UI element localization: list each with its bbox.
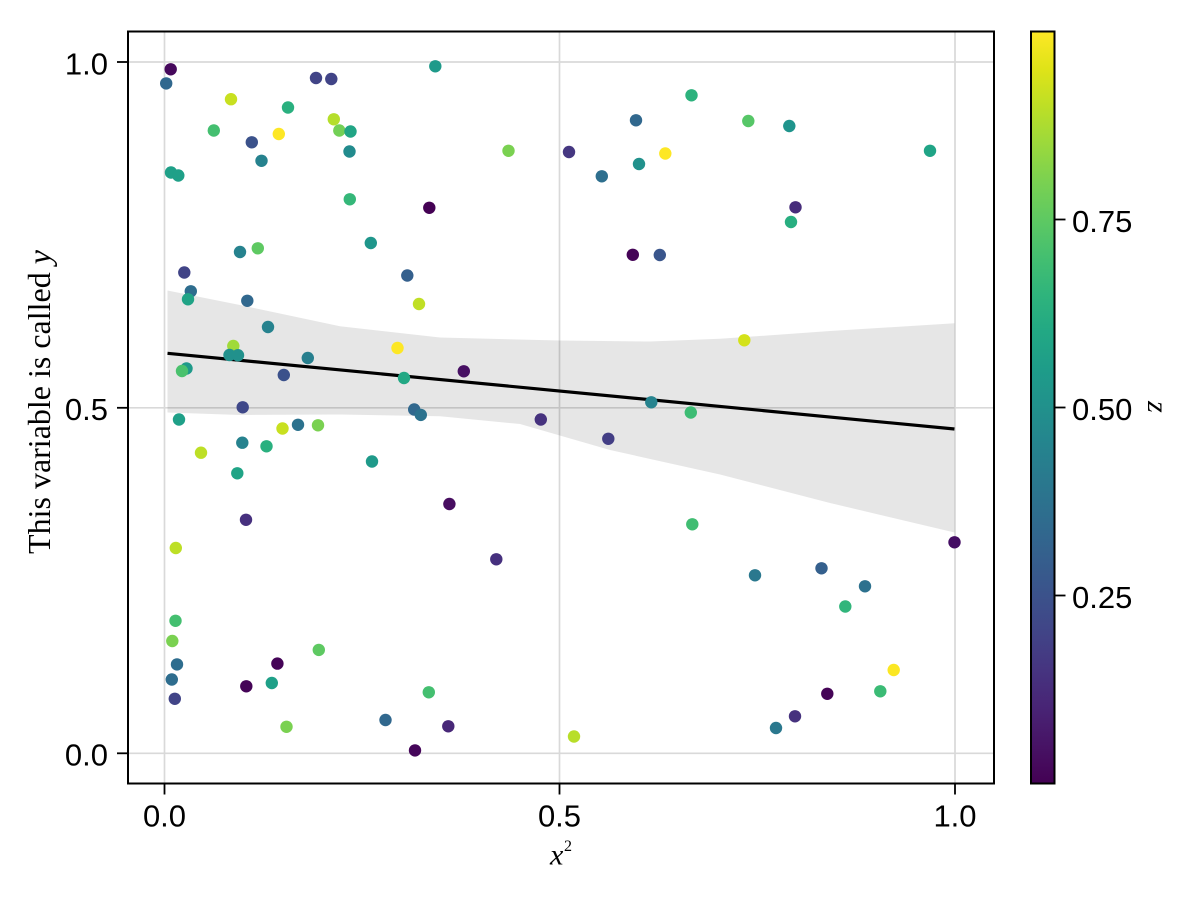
svg-text:1.0: 1.0: [65, 46, 108, 81]
svg-text:0.5: 0.5: [538, 799, 581, 834]
svg-text:0.0: 0.0: [143, 799, 186, 834]
svg-text:0.5: 0.5: [65, 392, 108, 427]
svg-text:This variable is called y: This variable is called y: [21, 249, 57, 554]
svg-text:0.25: 0.25: [1072, 580, 1132, 615]
svg-text:0.0: 0.0: [65, 738, 108, 773]
svg-text:2: 2: [564, 838, 572, 855]
svg-text:0.50: 0.50: [1072, 392, 1132, 427]
svg-text:x: x: [549, 839, 564, 872]
svg-text:0.75: 0.75: [1072, 204, 1132, 239]
svg-text:z: z: [1141, 400, 1174, 413]
svg-text:1.0: 1.0: [933, 799, 976, 834]
